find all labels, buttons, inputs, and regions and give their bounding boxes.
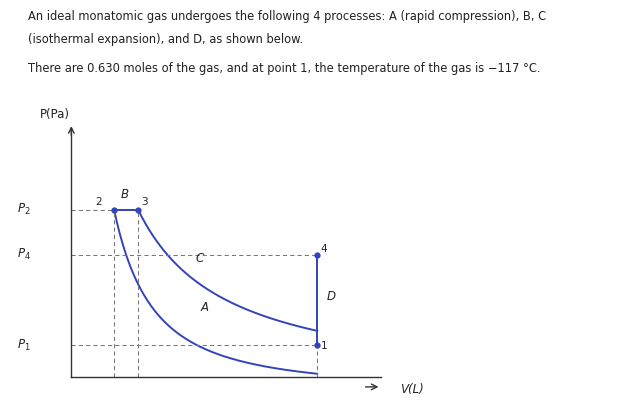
Text: V(L): V(L) [400, 383, 423, 396]
Text: C: C [195, 252, 204, 265]
Text: P(Pa): P(Pa) [40, 108, 70, 121]
Text: 1: 1 [321, 341, 327, 351]
Text: 2: 2 [95, 197, 102, 207]
Text: 4: 4 [321, 244, 327, 254]
Text: (isothermal expansion), and D, as shown below.: (isothermal expansion), and D, as shown … [28, 33, 303, 46]
Text: $P_1$: $P_1$ [17, 338, 31, 353]
Text: A: A [201, 302, 209, 314]
Text: D: D [327, 290, 336, 303]
Text: $P_4$: $P_4$ [17, 247, 31, 262]
Text: 3: 3 [141, 197, 148, 207]
Text: There are 0.630 moles of the gas, and at point 1, the temperature of the gas is : There are 0.630 moles of the gas, and at… [28, 62, 541, 75]
Text: $P_2$: $P_2$ [17, 202, 31, 217]
Text: An ideal monatomic gas undergoes the following 4 processes: A (rapid compression: An ideal monatomic gas undergoes the fol… [28, 10, 546, 23]
Text: B: B [121, 188, 129, 201]
